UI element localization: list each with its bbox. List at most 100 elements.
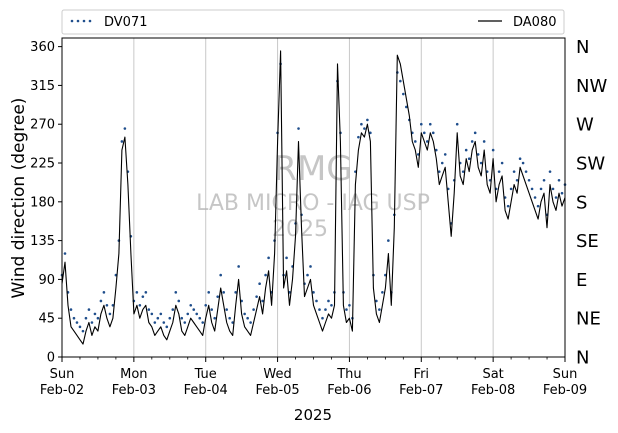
y-axis-label: Wind direction (degree) [9, 98, 29, 299]
dv071-point-99 [357, 135, 360, 139]
dv071-point-121 [422, 131, 426, 135]
dv071-point-113 [399, 79, 402, 83]
x-tick-day-3: Wed [263, 367, 291, 382]
x-tick-date-3: Feb-05 [255, 383, 299, 398]
y-tick-label-6: 270 [30, 118, 55, 133]
dv071-point-156 [527, 178, 531, 182]
dv071-point-7 [81, 329, 85, 333]
y-tick-label-5: 225 [30, 157, 55, 172]
x-tick-day-7: Sun [553, 367, 578, 382]
dv071-point-48 [204, 303, 208, 307]
dv071-point-40 [180, 316, 184, 320]
dv071-point-161 [542, 178, 546, 182]
dv071-point-155 [524, 170, 528, 173]
x-tick-day-1: Mon [120, 367, 147, 382]
watermark-line-1: RMG [273, 149, 352, 189]
right-tick-label-0: N [576, 348, 589, 369]
dv071-point-128 [443, 153, 447, 156]
dv071-point-86 [318, 308, 321, 311]
right-tick-label-5: SW [576, 154, 605, 175]
x-axis-ticks: SunFeb-02MonFeb-03TueFeb-04WedFeb-05ThuF… [40, 357, 587, 398]
dv071-point-163 [548, 170, 552, 173]
dv071-point-46 [198, 316, 202, 320]
x-tick-date-4: Feb-06 [327, 383, 371, 398]
dv071-point-50 [210, 308, 214, 311]
dv071-point-25 [135, 291, 139, 294]
dv071-point-14 [102, 291, 106, 294]
dv071-point-11 [93, 312, 97, 316]
dv071-point-28 [144, 291, 148, 294]
dv071-point-41 [183, 321, 187, 324]
series-da080 [61, 50, 566, 345]
dv071-point-10 [90, 321, 94, 324]
dv071-point-36 [168, 316, 172, 320]
dv071-point-103 [369, 131, 372, 135]
right-tick-label-2: E [576, 270, 587, 291]
right-tick-label-7: NW [576, 76, 607, 97]
dv071-point-1 [63, 252, 67, 255]
watermark-line-2: LAB MICRO - IAG USP [196, 191, 430, 216]
legend-entry-da080: DA080 [478, 15, 557, 30]
dv071-point-109 [387, 239, 390, 242]
dv071-point-100 [360, 122, 363, 126]
dv071-point-45 [195, 312, 199, 316]
dv071-point-43 [189, 303, 193, 307]
watermark: RMG LAB MICRO - IAG USP 2025 [196, 149, 430, 242]
dv071-point-85 [315, 299, 318, 303]
dv071-point-120 [419, 122, 423, 126]
legend-frame [61, 9, 565, 35]
dv071-point-166 [557, 178, 561, 182]
x-tick-date-5: Feb-07 [399, 383, 443, 398]
series-dv071 [60, 62, 567, 333]
dv071-point-42 [186, 312, 190, 316]
dv071-point-17 [111, 303, 115, 307]
dv071-point-146 [497, 170, 501, 173]
x-axis-label: 2025 [294, 406, 332, 424]
x-tick-date-1: Feb-03 [112, 383, 156, 398]
dv071-point-44 [192, 308, 196, 311]
dv071-point-160 [539, 187, 543, 191]
x-tick-date-7: Feb-09 [543, 383, 587, 398]
dv071-point-3 [69, 308, 73, 311]
dv071-point-125 [434, 148, 438, 152]
dv071-point-89 [327, 299, 330, 303]
dv071-point-55 [225, 308, 228, 311]
y-tick-label-3: 135 [30, 234, 55, 249]
dv071-point-57 [231, 321, 234, 324]
dv071-point-5 [75, 321, 79, 324]
y-tick-label-8: 360 [30, 40, 55, 55]
dv071-point-15 [105, 303, 109, 307]
dv071-point-114 [402, 92, 405, 96]
dv071-point-83 [309, 265, 312, 268]
dv071-point-140 [479, 161, 483, 165]
dv071-point-27 [141, 295, 145, 298]
dv071-point-53 [219, 273, 222, 277]
dv071-point-13 [99, 299, 103, 303]
dv071-point-134 [461, 170, 465, 173]
dv071-point-167 [560, 191, 564, 195]
x-tick-date-6: Feb-08 [471, 383, 515, 398]
x-tick-day-0: Sun [50, 367, 75, 382]
dv071-point-34 [162, 321, 166, 324]
dv071-point-87 [321, 316, 324, 320]
y-tick-label-1: 45 [38, 312, 55, 327]
dv071-point-64 [252, 308, 255, 311]
dv071-point-152 [515, 178, 519, 182]
dv071-point-33 [159, 312, 163, 316]
dv071-point-141 [482, 140, 486, 143]
dv071-point-105 [375, 299, 378, 303]
dv071-point-63 [249, 321, 252, 324]
dv071-point-127 [440, 161, 444, 165]
dv071-point-102 [366, 118, 369, 122]
right-tick-label-8: N [576, 37, 589, 58]
dv071-point-61 [243, 312, 246, 316]
dv071-point-107 [381, 291, 384, 294]
right-tick-label-6: W [576, 115, 594, 136]
dv071-point-153 [518, 157, 522, 161]
dv071-point-29 [147, 308, 151, 311]
dv071-point-68 [264, 273, 267, 277]
legend-label-dv071: DV071 [104, 15, 148, 30]
dv071-point-30 [150, 312, 154, 316]
y-tick-label-4: 180 [30, 195, 55, 210]
